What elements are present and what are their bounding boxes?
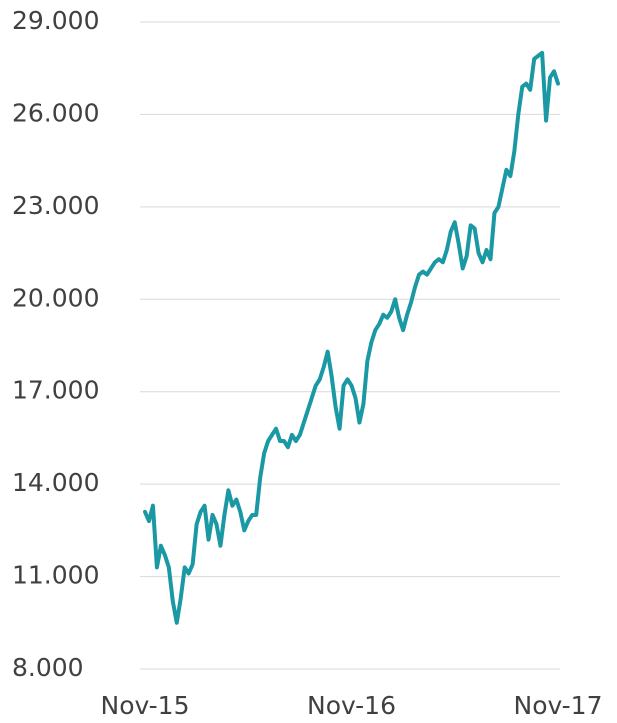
y-tick-label: 17.000 — [12, 376, 99, 405]
y-tick-label: 29.000 — [12, 6, 99, 35]
y-tick-label: 8.000 — [12, 653, 84, 682]
x-tick-label: Nov-16 — [307, 691, 396, 720]
y-tick-label: 26.000 — [12, 98, 99, 127]
y-tick-label: 23.000 — [12, 191, 99, 220]
x-tick-label: Nov-17 — [514, 691, 603, 720]
y-tick-label: 14.000 — [12, 468, 99, 497]
y-tick-label: 11.000 — [12, 561, 99, 590]
y-tick-label: 20.000 — [12, 283, 99, 312]
x-tick-label: Nov-15 — [101, 691, 190, 720]
line-series — [143, 50, 560, 625]
